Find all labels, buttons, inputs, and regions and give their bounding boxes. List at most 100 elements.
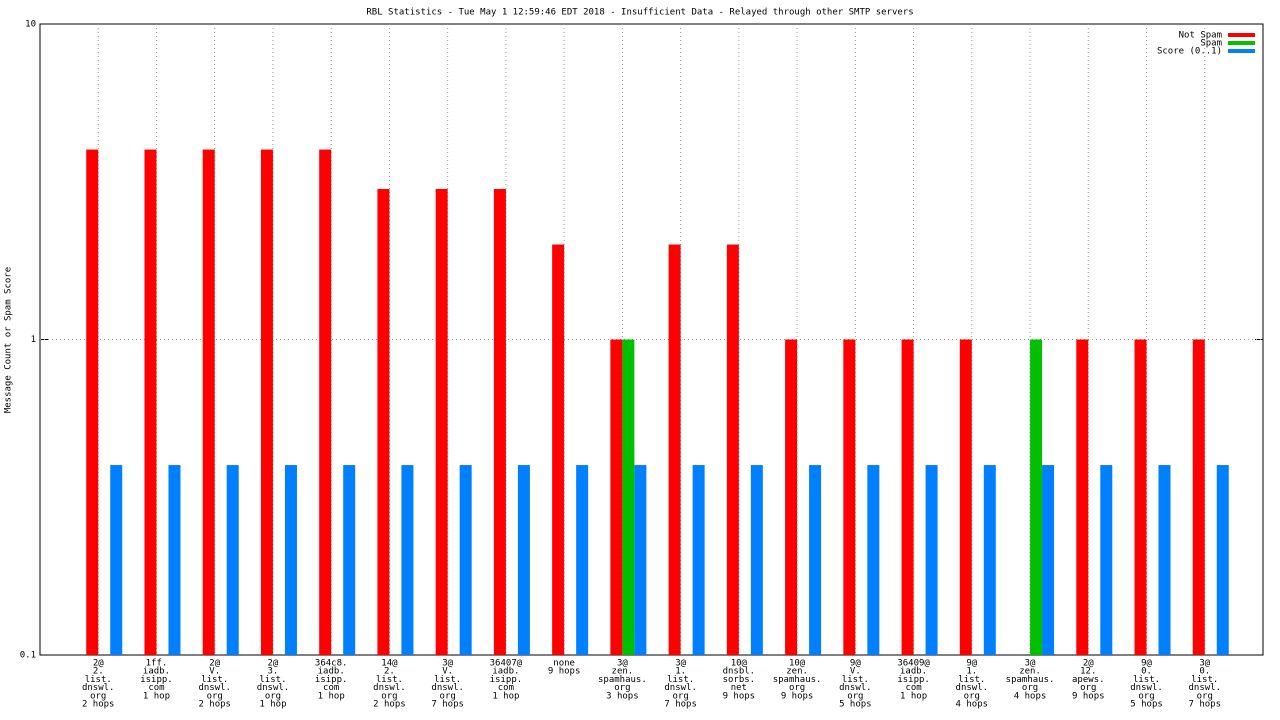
legend-swatch [1228, 33, 1255, 37]
bar [343, 465, 356, 655]
x-tick-label: 2@ [93, 659, 104, 669]
bar [226, 465, 239, 655]
x-tick-label: dnswl. [956, 683, 989, 693]
bar [493, 188, 506, 655]
bar [622, 339, 635, 655]
x-tick-label: dnsbl. [723, 667, 756, 677]
bar [576, 465, 589, 655]
x-tick-label: 9@ [966, 659, 977, 669]
bar [1042, 465, 1055, 655]
x-tick-label: dnswl. [431, 683, 464, 693]
x-tick-label: org [672, 691, 688, 701]
bar [983, 465, 996, 655]
x-tick-label: dnswl. [1189, 683, 1222, 693]
x-tick-label: dnswl. [373, 683, 406, 693]
bar [750, 465, 763, 655]
x-tick-label: 9@ [1141, 659, 1152, 669]
x-tick-label: org [265, 691, 281, 701]
x-tick-label: sorbs. [723, 675, 756, 685]
bar [809, 465, 822, 655]
bar [1192, 339, 1205, 655]
x-tick-label: spamhaus. [598, 675, 647, 685]
x-tick-label: iadb. [900, 667, 927, 677]
bar [867, 465, 880, 655]
bar [435, 188, 448, 655]
x-tick-label: isipp. [897, 675, 930, 685]
x-tick-label: V. [850, 667, 861, 677]
x-tick-label: iadb. [492, 667, 519, 677]
x-tick-label: list. [1191, 675, 1218, 685]
x-tick-label: 7 hops [1189, 700, 1222, 710]
x-tick-label: 1 hop [259, 700, 286, 710]
x-tick-label: dnswl. [664, 683, 697, 693]
bar [168, 465, 181, 655]
bar [785, 339, 798, 655]
bar [86, 149, 99, 655]
legend-swatch [1228, 49, 1255, 53]
x-tick-label: org [207, 691, 223, 701]
x-tick-label: 9 hops [548, 667, 581, 677]
x-tick-label: dnswl. [1130, 683, 1163, 693]
bar [1076, 339, 1089, 655]
x-tick-label: 3@ [442, 659, 453, 669]
x-tick-label: org [440, 691, 456, 701]
x-tick-label: 2. [384, 667, 395, 677]
x-tick-label: list. [85, 675, 112, 685]
x-tick-label: 2@ [1083, 659, 1094, 669]
x-tick-label: 7 hops [431, 700, 464, 710]
x-tick-label: org [1138, 691, 1154, 701]
bar [1030, 339, 1043, 655]
x-tick-label: 1ff. [146, 659, 168, 669]
x-tick-label: 10@ [731, 659, 748, 669]
bar [1100, 465, 1113, 655]
x-tick-label: 36409@ [897, 659, 930, 669]
x-tick-label: org [614, 683, 630, 693]
bar [1134, 339, 1147, 655]
x-tick-label: com [323, 683, 339, 693]
x-tick-label: 3@ [1199, 659, 1210, 669]
x-tick-label: list. [958, 675, 985, 685]
x-tick-label: 3@ [675, 659, 686, 669]
x-tick-label: spamhaus. [773, 675, 822, 685]
x-tick-label: 9 hops [781, 691, 814, 701]
x-tick-label: 2 hops [373, 700, 406, 710]
bar [144, 149, 157, 655]
x-tick-label: isipp. [315, 675, 348, 685]
legend-label: Not Spam [1179, 31, 1222, 41]
x-tick-label: 364c8. [315, 659, 348, 669]
x-tick-label: spamhaus. [1006, 675, 1055, 685]
x-tick-label: 9 hops [1072, 691, 1105, 701]
x-tick-label: 9@ [850, 659, 861, 669]
x-tick-label: V. [442, 667, 453, 677]
bar [377, 188, 390, 655]
x-tick-label: zen. [1019, 667, 1041, 677]
x-tick-label: org [90, 691, 106, 701]
x-tick-label: org [1022, 683, 1038, 693]
x-tick-label: V. [209, 667, 220, 677]
x-tick-label: list. [376, 675, 403, 685]
x-tick-label: net [731, 683, 747, 693]
x-tick-label: 1 hop [900, 691, 927, 701]
x-tick-label: list. [201, 675, 228, 685]
x-tick-label: org [847, 691, 863, 701]
x-tick-label: iadb. [143, 667, 170, 677]
x-tick-label: 1. [675, 667, 686, 677]
bar [202, 149, 215, 655]
x-tick-label: list. [434, 675, 461, 685]
y-tick-label: 1 [31, 335, 36, 345]
x-tick-label: 9 hops [723, 691, 756, 701]
x-tick-label: dnswl. [198, 683, 231, 693]
x-tick-label: 2@ [209, 659, 220, 669]
x-tick-label: iadb. [318, 667, 345, 677]
x-tick-label: org [381, 691, 397, 701]
x-tick-label: 1. [966, 667, 977, 677]
bar [319, 149, 332, 655]
x-tick-label: list. [667, 675, 694, 685]
bar [668, 244, 681, 656]
bar [552, 244, 565, 656]
x-tick-label: isipp. [140, 675, 173, 685]
x-tick-label: none [553, 659, 575, 669]
x-tick-label: 3@ [1025, 659, 1036, 669]
bar [843, 339, 856, 655]
